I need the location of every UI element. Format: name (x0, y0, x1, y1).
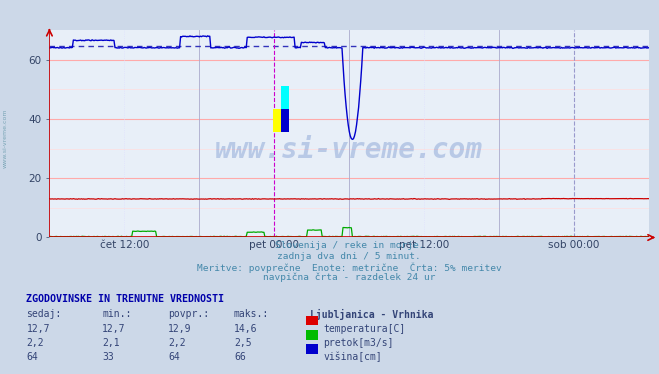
Text: pretok[m3/s]: pretok[m3/s] (324, 338, 394, 348)
Bar (273, 109, 281, 132)
Text: 12,7: 12,7 (102, 324, 126, 334)
Text: višina[cm]: višina[cm] (324, 352, 382, 362)
Text: 12,9: 12,9 (168, 324, 192, 334)
Text: 14,6: 14,6 (234, 324, 258, 334)
Text: www.si-vreme.com: www.si-vreme.com (215, 136, 483, 164)
Text: Slovenija / reke in morje.: Slovenija / reke in morje. (275, 241, 424, 250)
Text: navpična črta - razdelek 24 ur: navpična črta - razdelek 24 ur (263, 273, 436, 282)
Text: www.si-vreme.com: www.si-vreme.com (3, 108, 8, 168)
Text: ZGODOVINSKE IN TRENUTNE VREDNOSTI: ZGODOVINSKE IN TRENUTNE VREDNOSTI (26, 294, 224, 304)
Text: temperatura[C]: temperatura[C] (324, 324, 406, 334)
Text: Ljubljanica - Vrhnika: Ljubljanica - Vrhnika (310, 309, 433, 320)
Text: 64: 64 (26, 352, 38, 362)
Text: 12,7: 12,7 (26, 324, 50, 334)
Text: min.:: min.: (102, 309, 132, 319)
Text: sedaj:: sedaj: (26, 309, 61, 319)
Bar (281, 109, 289, 132)
Text: zadnja dva dni / 5 minut.: zadnja dva dni / 5 minut. (277, 252, 421, 261)
Text: 33: 33 (102, 352, 114, 362)
Text: 2,2: 2,2 (26, 338, 44, 348)
Text: 2,2: 2,2 (168, 338, 186, 348)
Bar (281, 86, 289, 109)
Text: maks.:: maks.: (234, 309, 269, 319)
Text: Meritve: povprečne  Enote: metrične  Črta: 5% meritev: Meritve: povprečne Enote: metrične Črta:… (197, 262, 501, 273)
Text: 2,1: 2,1 (102, 338, 120, 348)
Text: 2,5: 2,5 (234, 338, 252, 348)
Text: povpr.:: povpr.: (168, 309, 209, 319)
Text: 64: 64 (168, 352, 180, 362)
Text: 66: 66 (234, 352, 246, 362)
